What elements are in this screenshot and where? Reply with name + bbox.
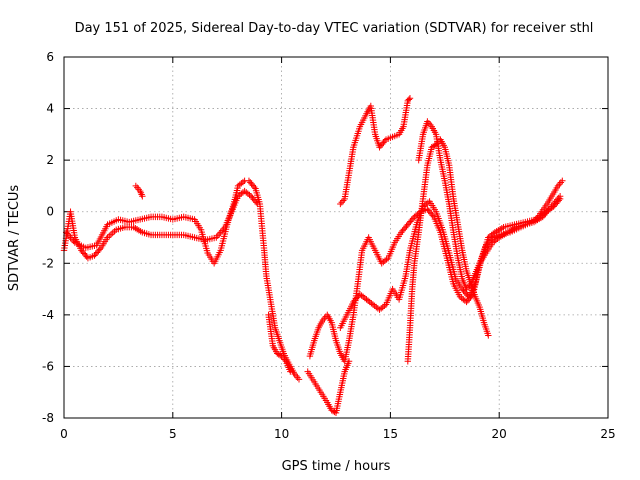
data-point — [356, 291, 364, 298]
data-point — [424, 199, 432, 206]
data-point — [491, 238, 498, 245]
chart-title: Day 151 of 2025, Sidereal Day-to-day VTE… — [75, 21, 594, 36]
data-point — [250, 183, 258, 191]
data-point — [234, 182, 242, 190]
x-tick-label: 5 — [169, 427, 177, 441]
data-point — [460, 296, 467, 303]
series-arc-5 — [265, 311, 294, 375]
data-point — [458, 294, 465, 302]
x-tick-label: 25 — [600, 427, 615, 441]
data-point — [406, 95, 414, 102]
data-point — [294, 374, 301, 381]
data-point — [241, 187, 248, 195]
data-point — [383, 256, 390, 263]
data-point — [377, 305, 385, 312]
y-tick-label: 6 — [46, 50, 54, 64]
y-tick-label: 2 — [46, 153, 54, 167]
data-point — [556, 193, 564, 200]
data-point — [381, 257, 389, 264]
x-axis-label: GPS time / hours — [282, 459, 391, 474]
data-point — [363, 296, 370, 303]
data-point — [490, 230, 497, 237]
data-point — [381, 137, 388, 145]
data-point — [369, 301, 377, 308]
data-point — [244, 190, 252, 197]
series-arc-9 — [337, 95, 414, 208]
x-tick-label: 10 — [274, 427, 289, 441]
data-point — [373, 303, 380, 311]
data-point — [217, 229, 224, 236]
data-point — [239, 178, 247, 186]
y-tick-label: 0 — [46, 205, 54, 219]
data-point — [368, 300, 375, 307]
x-tick-label: 15 — [383, 427, 398, 441]
data-point — [134, 184, 141, 191]
data-point — [361, 294, 369, 302]
data-point — [287, 368, 294, 375]
data-point — [379, 303, 386, 311]
data-point — [83, 253, 90, 260]
y-tick-label: 4 — [46, 102, 54, 116]
data-point — [295, 376, 303, 383]
data-point — [371, 302, 378, 310]
y-tick-label: -6 — [42, 359, 54, 373]
data-point — [559, 177, 566, 184]
data-point — [132, 182, 140, 190]
data-point — [486, 233, 494, 240]
data-point — [238, 180, 245, 187]
data-point — [236, 181, 243, 188]
data-point — [364, 297, 372, 304]
y-axis-label: SDTVAR / TECUs — [7, 185, 22, 292]
x-tick-label: 20 — [492, 427, 507, 441]
data-point — [238, 190, 245, 197]
data-point — [488, 231, 495, 239]
data-point — [492, 236, 500, 244]
data-point — [456, 293, 464, 301]
plot-frame — [63, 56, 609, 419]
data-point — [96, 246, 103, 253]
data-point — [360, 293, 367, 301]
data-point — [411, 213, 418, 221]
data-point — [139, 193, 146, 200]
series-arc-3 — [132, 182, 146, 200]
series-arc-2 — [62, 177, 248, 267]
data-point — [358, 292, 365, 299]
series-arc-11 — [415, 118, 564, 293]
y-tick-label: -4 — [42, 308, 54, 322]
series-arc-10 — [404, 136, 492, 365]
data-point — [409, 215, 417, 222]
data-point — [429, 212, 436, 219]
grid — [64, 57, 608, 418]
data-point — [376, 306, 383, 313]
data-point — [243, 189, 250, 196]
series-arc-6 — [304, 358, 353, 417]
series-arc-4 — [245, 177, 303, 383]
data-point — [366, 298, 373, 306]
data-point — [405, 96, 413, 103]
data-point — [337, 200, 344, 208]
data-point — [557, 179, 565, 186]
data-point — [489, 239, 496, 246]
x-tick-label: 0 — [60, 427, 68, 441]
data-point — [485, 332, 492, 339]
data-point — [485, 234, 492, 241]
data-point — [138, 191, 145, 198]
y-tick-label: -2 — [42, 256, 54, 270]
series-arc-1 — [60, 187, 261, 262]
data-point — [378, 260, 385, 267]
data-point — [338, 199, 346, 206]
series-arc-8 — [337, 177, 566, 331]
y-tick-label: -8 — [42, 411, 54, 425]
data-point — [381, 302, 388, 310]
data-point — [246, 191, 253, 199]
data-points — [60, 95, 566, 417]
data-point — [494, 235, 501, 242]
data-point — [380, 258, 387, 266]
